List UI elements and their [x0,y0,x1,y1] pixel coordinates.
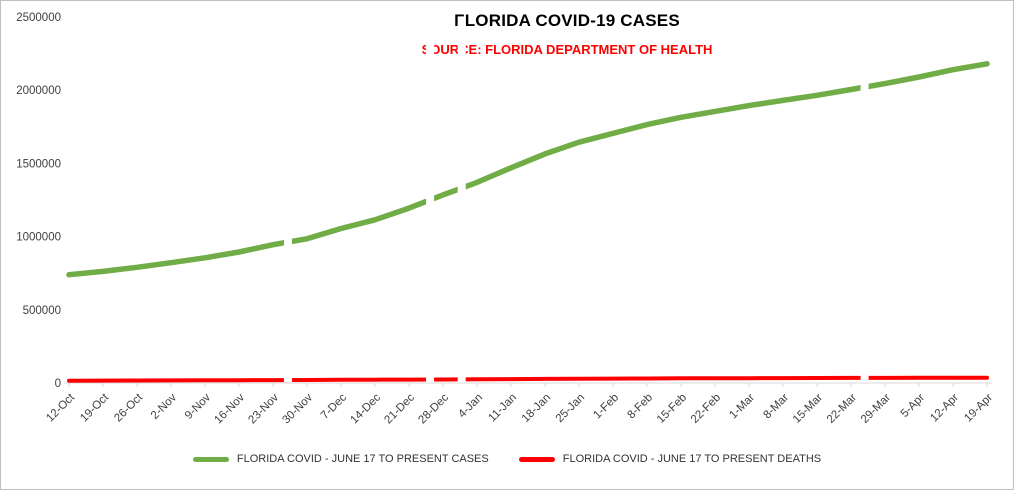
y-tick-label: 0 [55,378,61,390]
x-tick-label: 8-Feb [625,392,655,422]
x-tick-label: 12-Apr [928,392,961,425]
cases-line-swatch [192,456,229,462]
y-tick-label: 2000000 [16,85,61,97]
x-tick-label: 19-Oct [78,391,111,424]
data-gap [457,17,466,382]
chart-subtitle: SOURCE: FLORIDA DEPARTMENT OF HEALTH [421,42,713,57]
x-tick-label: 14-Dec [348,391,383,426]
x-tick-label: 7-Dec [319,391,349,421]
deaths-line-swatch [518,456,555,462]
y-tick-label: 500000 [23,305,61,317]
data-gap [283,17,292,382]
x-tick-label: 22-Feb [689,392,723,426]
x-tick-label: 5-Apr [899,392,927,420]
x-tick-label: 30-Nov [280,391,315,426]
legend-label-cases: FLORIDA COVID - JUNE 17 TO PRESENT CASES [236,453,489,465]
x-tick-label: 28-Dec [416,391,451,426]
chart-canvas: 0 500000 1000000 1500000 2000000 2500000 12-Oc… [16,12,995,426]
x-tick-label: 23-Nov [246,391,281,426]
x-tick-label: 16-Nov [212,391,247,426]
x-tick-label: 1-Mar [727,392,757,422]
y-tick-label: 2500000 [16,12,61,24]
legend-item-cases: FLORIDA COVID - JUNE 17 TO PRESENT CASES [192,453,489,465]
x-tick-label: 26-Oct [112,391,145,424]
x-tick-label: 29-Mar [859,392,893,426]
x-tick-label: 2-Nov [149,391,179,421]
x-tick-label: 25-Jan [554,392,587,425]
chart-legend: FLORIDA COVID - JUNE 17 TO PRESENT CASES… [1,453,1013,465]
x-tick-label: 8-Mar [761,392,791,422]
x-tick-label: 19-Apr [962,392,995,425]
x-tick-label: 9-Nov [183,391,213,421]
cases-line [66,61,990,278]
x-tick-label: 11-Jan [486,392,519,425]
x-tick-label: 22-Mar [825,392,859,426]
x-tick-label: 4-Jan [456,392,485,421]
y-tick-label: 1500000 [16,158,61,170]
x-tick-label: 12-Oct [44,391,77,424]
x-tick-label: 1-Feb [591,392,621,422]
chart-title: FLORIDA COVID-19 CASES [454,11,680,30]
x-tick-label: 15-Mar [791,392,825,426]
x-tick-label: 15-Feb [655,392,689,426]
deaths-line [67,375,989,383]
data-gap [860,17,869,382]
legend-item-deaths: FLORIDA COVID - JUNE 17 TO PRESENT DEATH… [518,453,822,465]
x-tick-label: 21-Dec [382,391,417,426]
legend-label-deaths: FLORIDA COVID - JUNE 17 TO PRESENT DEATH… [562,453,822,465]
y-tick-label: 1000000 [16,232,61,244]
data-gap [426,17,435,382]
x-tick-label: 18-Jan [520,392,553,425]
